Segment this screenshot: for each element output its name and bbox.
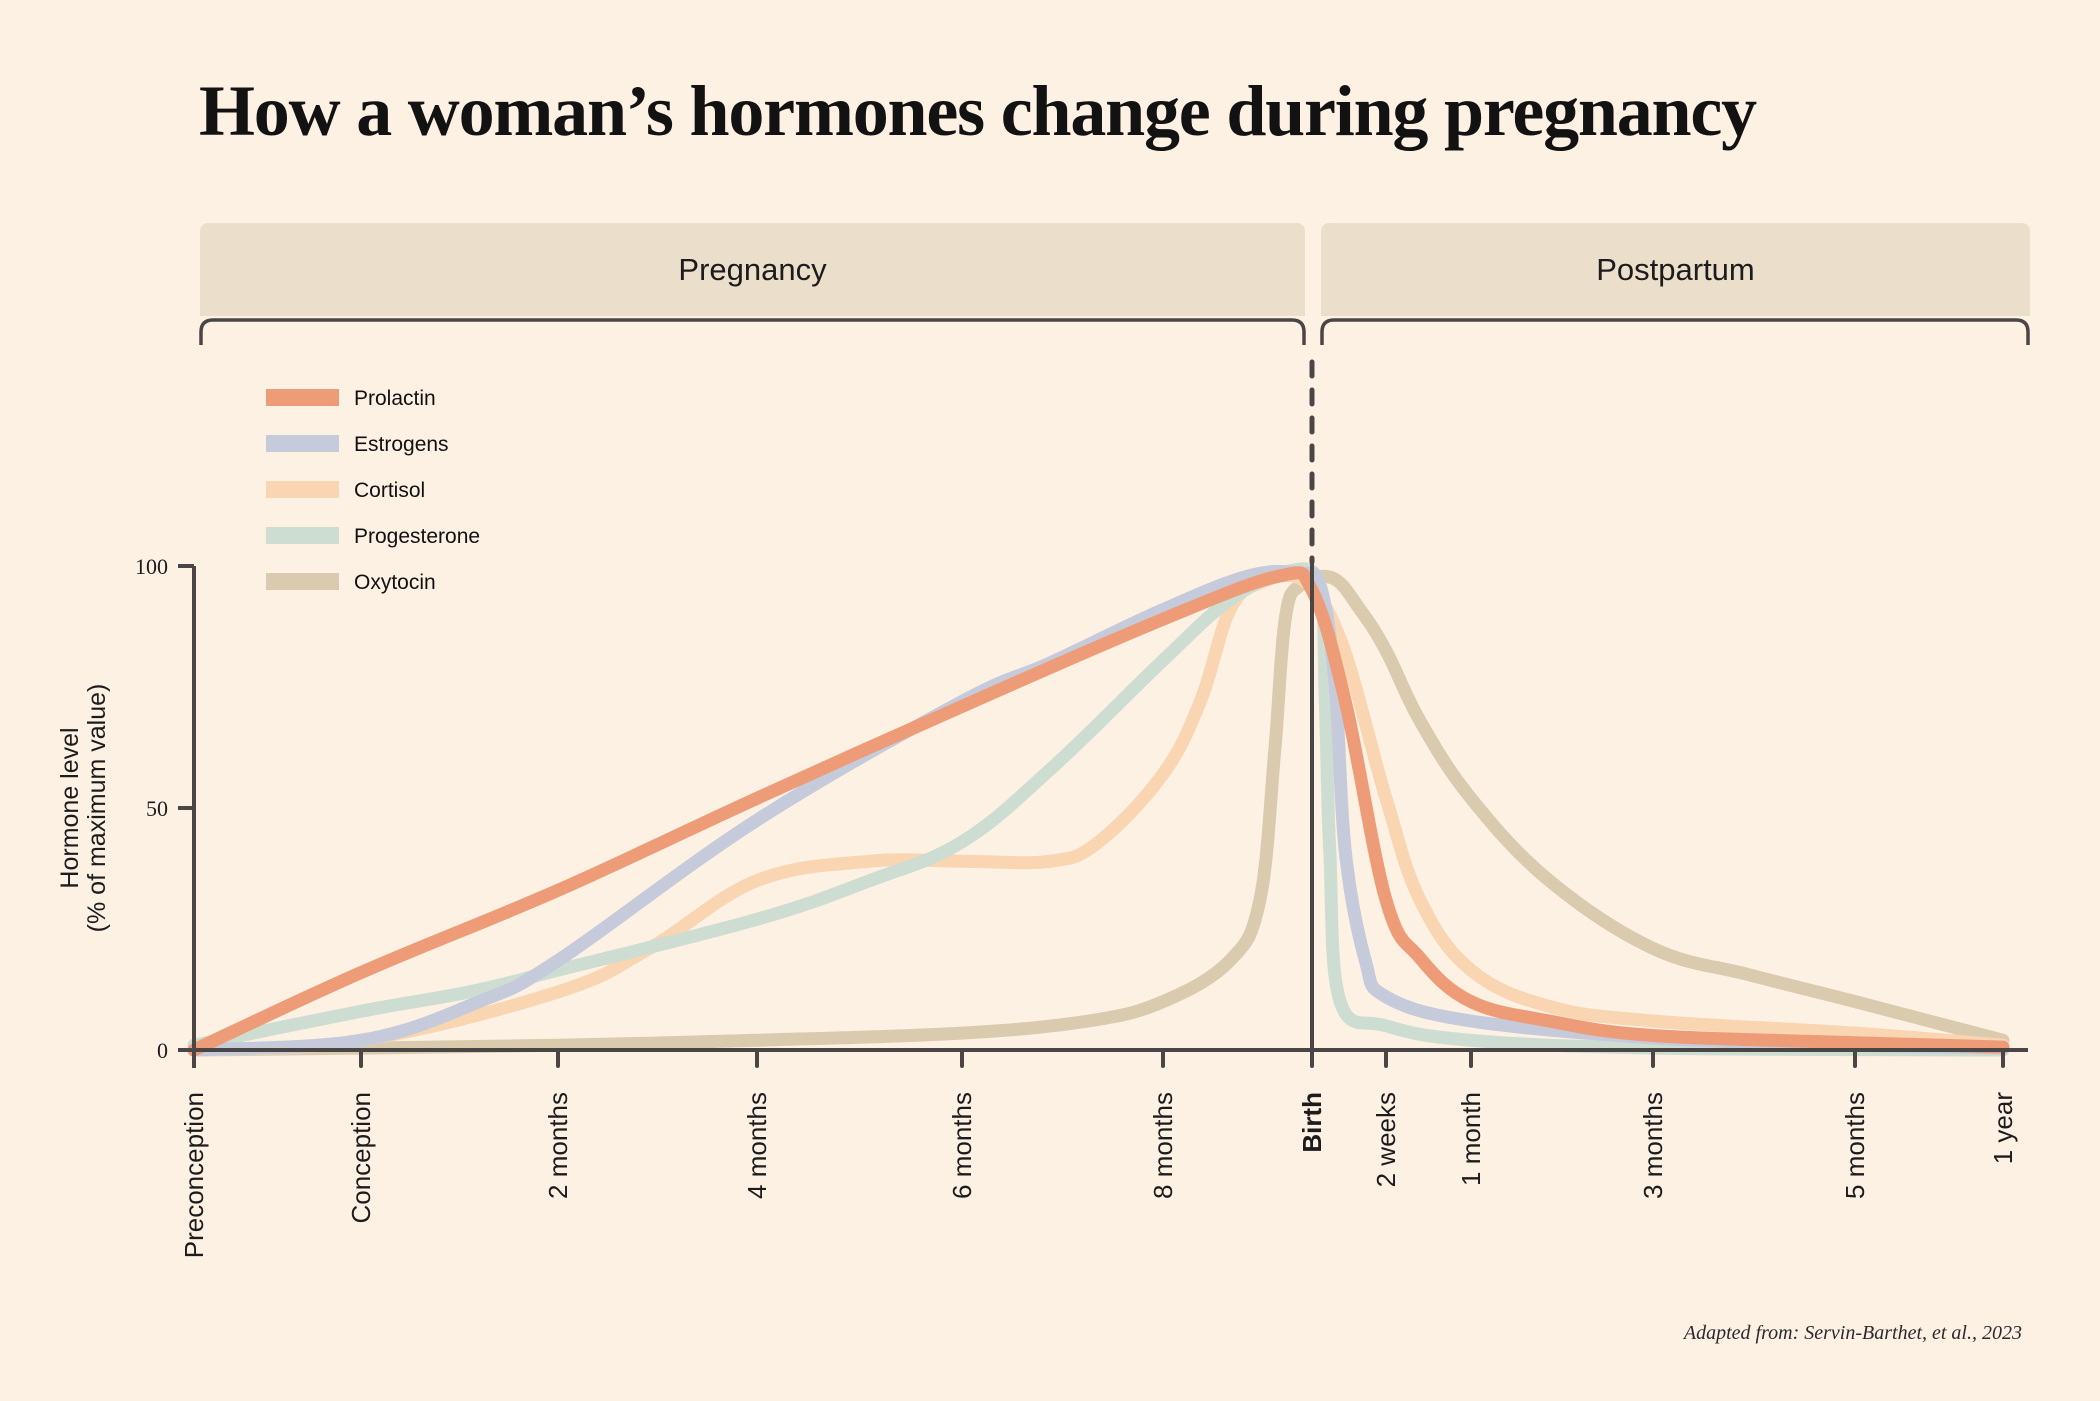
legend-item-progesterone: Progesterone — [266, 525, 480, 548]
legend-swatch — [266, 573, 339, 590]
source-credit: Adapted from: Servin-Barthet, et al., 20… — [1683, 1322, 2022, 1344]
phase-pregnancy-label: Pregnancy — [678, 251, 827, 287]
series-line-oxytocin — [187, 569, 2010, 1057]
y-tick-label: 0 — [157, 1038, 168, 1063]
y-tick-label: 100 — [135, 554, 168, 579]
x-tick-label-1-month: 1 month — [1456, 1092, 1486, 1186]
series-line-prolactin — [187, 566, 2010, 1057]
series-layer — [187, 562, 2010, 1057]
x-tick-label-1-year: 1 year — [1988, 1092, 2018, 1165]
legend-item-prolactin: Prolactin — [266, 387, 436, 410]
chart-title: How a woman’s hormones change during pre… — [199, 71, 1757, 151]
x-tick-label-birth: Birth — [1297, 1092, 1327, 1153]
legend-item-cortisol: Cortisol — [266, 479, 425, 502]
legend-swatch — [266, 389, 339, 406]
series-line-progesterone — [187, 562, 2010, 1057]
x-tick-label-4-months: 4 months — [742, 1092, 772, 1199]
y-axis-title: Hormone level (% of maximum value) — [56, 684, 111, 933]
axes — [178, 359, 2028, 1068]
x-tick-label-conception: Conception — [346, 1092, 376, 1224]
y-tick-label: 50 — [146, 796, 168, 821]
x-tick-label-8-months: 8 months — [1148, 1092, 1178, 1199]
legend-swatch — [266, 435, 339, 452]
y-ticks: 0 50 100 — [135, 554, 194, 1063]
y-axis-sublabel: (% of maximum value) — [83, 684, 111, 933]
legend-label: Estrogens — [354, 433, 449, 456]
legend-label: Progesterone — [354, 525, 480, 548]
legend: Prolactin Estrogens Cortisol Progesterone Ox… — [266, 387, 480, 594]
x-tick-label-3-months: 3 months — [1638, 1092, 1668, 1199]
pregnancy-bracket — [199, 318, 1306, 345]
legend-swatch — [266, 527, 339, 544]
legend-swatch — [266, 481, 339, 498]
legend-label: Prolactin — [354, 387, 436, 410]
postpartum-bracket — [1320, 318, 2030, 345]
legend-label: Cortisol — [354, 479, 425, 502]
x-tick-label-5-months: 5 months — [1840, 1092, 1870, 1199]
legend-item-estrogens: Estrogens — [266, 433, 449, 456]
x-tick-label-2-weeks: 2 weeks — [1371, 1092, 1401, 1187]
phase-postpartum-label: Postpartum — [1596, 251, 1755, 287]
x-tick-label-2-months: 2 months — [543, 1092, 573, 1199]
x-tick-label-6-months: 6 months — [947, 1092, 977, 1199]
phase-pregnancy: Pregnancy — [200, 223, 1305, 316]
phase-brackets — [199, 318, 2030, 345]
legend-label: Oxytocin — [354, 571, 436, 594]
x-tick-label-preconception: Preconception — [179, 1092, 209, 1258]
legend-item-oxytocin: Oxytocin — [266, 571, 436, 594]
phase-postpartum: Postpartum — [1321, 223, 2030, 316]
y-axis-label: Hormone level — [56, 727, 84, 888]
x-ticks: Preconception Conception 2 months 4 months 6… — [179, 1048, 2018, 1258]
